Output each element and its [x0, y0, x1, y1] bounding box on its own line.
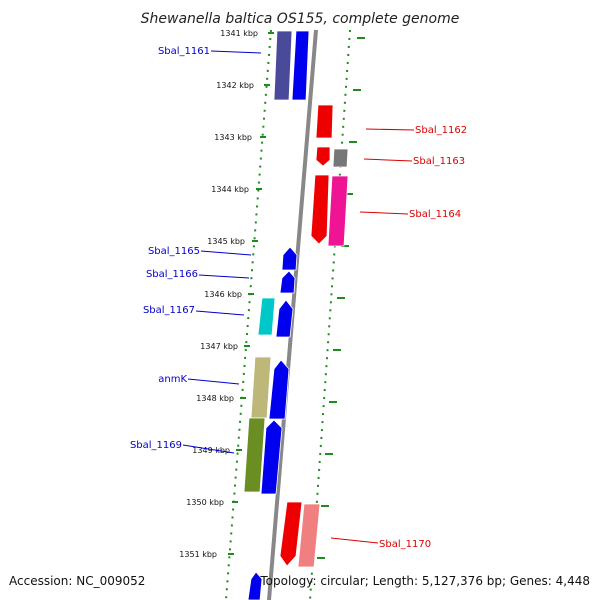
leader-sbal-1162 — [365, 128, 415, 131]
tick-label: 1350 kbp — [186, 498, 224, 507]
leader-sbal-1170 — [330, 537, 379, 544]
leader-sbal-1167 — [195, 310, 245, 316]
leader-sbal-1161 — [210, 50, 262, 54]
gene-sbal-1165-feature — [281, 246, 298, 271]
tick-label: 1341 kbp — [220, 29, 258, 38]
leader-sbal-1165 — [200, 250, 252, 256]
leader-sbal-1166 — [198, 274, 250, 279]
gene-sbal-1161-feature — [273, 30, 293, 101]
tick-label: 1343 kbp — [214, 133, 252, 142]
gene-sbal-1170-partner-feature — [297, 503, 321, 568]
tick-label: 1345 kbp — [207, 237, 245, 246]
gene-sbal-1164-feature — [310, 174, 330, 245]
tick-label: 1347 kbp — [200, 342, 238, 351]
gene-sbal-1166-feature — [279, 270, 296, 294]
leader-anmk — [187, 378, 240, 385]
tick-label: 1349 kbp — [192, 446, 230, 455]
tick-label: 1342 kbp — [216, 81, 254, 90]
leader-sbal-1169 — [182, 444, 235, 454]
gene-label-sbal-1170: Sbal_1170 — [379, 539, 431, 550]
gene-label-sbal-1164: Sbal_1164 — [409, 209, 461, 220]
gene-label-sbal-1165: Sbal_1165 — [148, 246, 200, 257]
gene-sbal-1164-partner-feature — [327, 175, 349, 247]
gene-label-anmk: anmK — [158, 374, 187, 385]
tick-label: 1346 kbp — [204, 290, 242, 299]
tick-label: 1344 kbp — [211, 185, 249, 194]
tick-marks — [228, 32, 365, 559]
topology-summary: Topology: circular; Length: 5,127,376 bp… — [259, 574, 590, 588]
gene-features — [243, 30, 349, 600]
genome-title: Shewanella baltica OS155, complete genom… — [141, 11, 460, 27]
leader-sbal-1164 — [359, 211, 409, 215]
gene-label-sbal-1166: Sbal_1166 — [146, 269, 198, 280]
gene-anmk-feature — [250, 356, 272, 419]
gene-label-sbal-1163: Sbal_1163 — [413, 156, 465, 167]
gene-label-sbal-1169: Sbal_1169 — [130, 440, 182, 451]
gene-labels: Sbal_1161 Sbal_1162 Sbal_1163 Sbal_1164 … — [130, 46, 467, 550]
gene-label-sbal-1162: Sbal_1162 — [415, 125, 467, 136]
gene-sbal-1162-feature — [315, 104, 334, 139]
gene-sbal-1169-feature — [243, 417, 266, 493]
tick-label: 1348 kbp — [196, 394, 234, 403]
gene-next-feature — [247, 571, 263, 600]
gene-sbal-1163-left-feature — [315, 146, 331, 167]
gene-anmk-partner-feature — [268, 359, 290, 420]
tick-label: 1351 kbp — [179, 550, 217, 559]
accession-text: Accession: NC_009052 — [9, 574, 145, 588]
tick-labels: 1341 kbp 1342 kbp 1343 kbp 1344 kbp 1345… — [179, 29, 258, 559]
leader-sbal-1163 — [363, 158, 413, 162]
gene-sbal-1167-partner-feature — [275, 299, 294, 338]
gene-label-sbal-1161: Sbal_1161 — [158, 46, 210, 57]
gene-sbal-1167-feature — [257, 297, 276, 336]
gene-sbal-1170-feature — [279, 501, 303, 567]
gene-label-sbal-1167: Sbal_1167 — [143, 305, 195, 316]
gene-sbal-1161-strand-arrow — [291, 30, 310, 101]
label-leaders — [182, 50, 415, 544]
gene-sbal-1169-partner-feature — [260, 419, 283, 495]
gene-sbal-1163-feature — [332, 148, 349, 168]
